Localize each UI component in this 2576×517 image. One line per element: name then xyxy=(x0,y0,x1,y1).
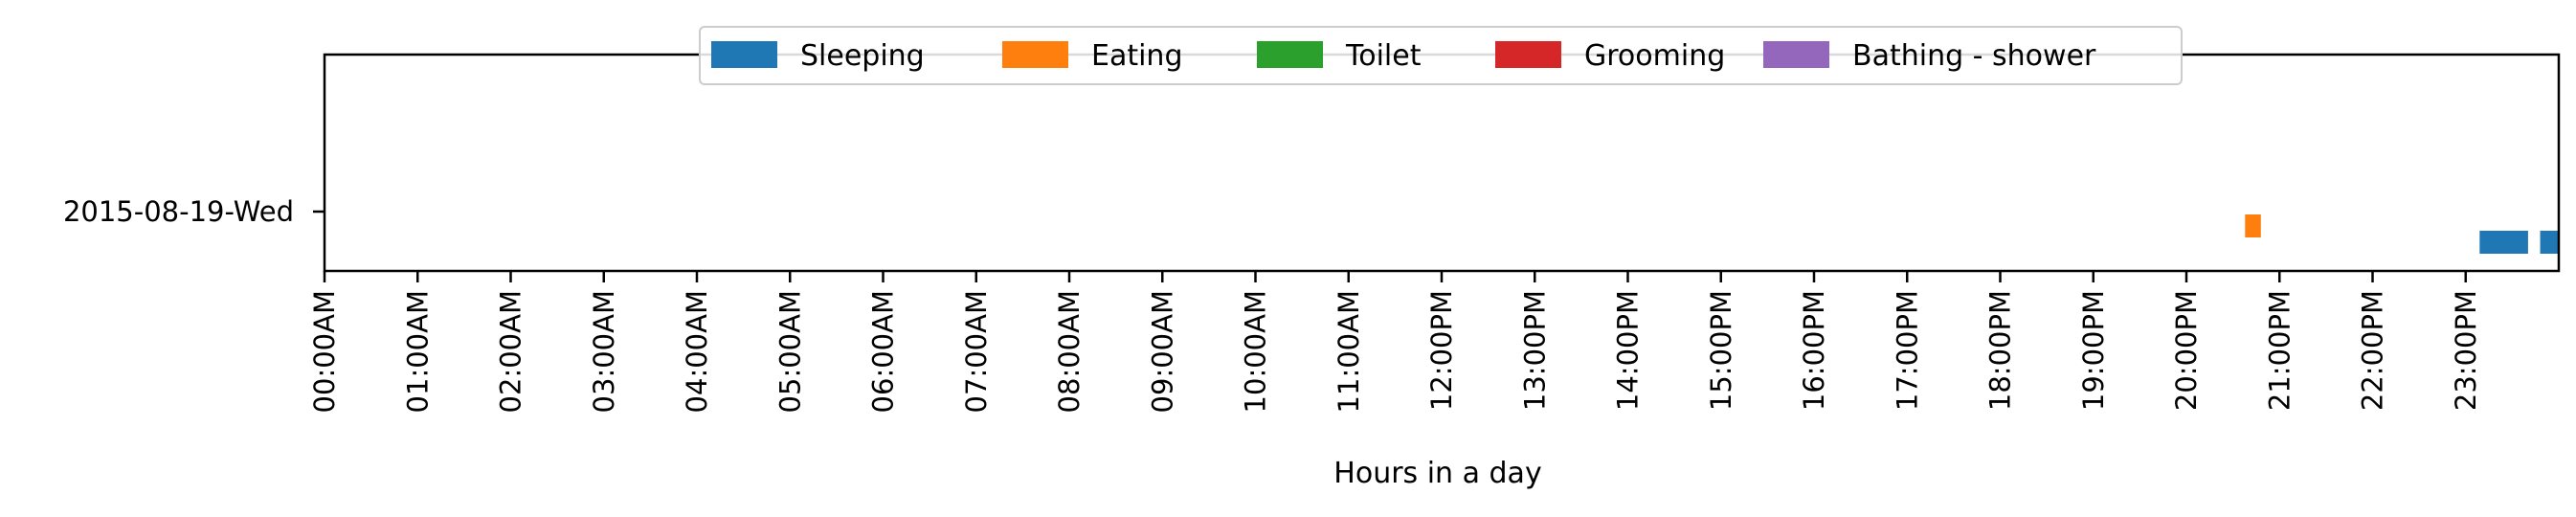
x-tick-label: 00:00AM xyxy=(308,290,341,413)
bar-eating xyxy=(2245,214,2261,237)
x-tick-label: 12:00PM xyxy=(1425,290,1458,411)
legend-label: Sleeping xyxy=(800,39,925,73)
axes: 00:00AM 01:00AM 02:00AM 03:00AM 04:00AM 05:00… xyxy=(63,53,2561,413)
legend-label: Grooming xyxy=(1584,39,1725,73)
legend-swatch xyxy=(711,41,777,68)
x-tick-label: 07:00AM xyxy=(960,290,993,413)
x-tick-label: 17:00PM xyxy=(1891,290,1923,411)
x-tick-label: 05:00AM xyxy=(773,290,806,413)
legend-swatch xyxy=(1257,41,1323,68)
x-tick-label: 11:00AM xyxy=(1333,290,1365,413)
x-tick-label: 09:00AM xyxy=(1146,290,1178,413)
plot-frame xyxy=(323,53,2561,273)
x-tick-label: 16:00PM xyxy=(1798,290,1830,411)
legend-label: Eating xyxy=(1091,39,1183,73)
x-tick-label: 14:00PM xyxy=(1612,290,1645,411)
legend-swatch xyxy=(1002,41,1068,68)
x-tick-label: 10:00AM xyxy=(1240,290,1272,413)
x-tick-label: 20:00PM xyxy=(2170,290,2203,411)
x-tick-label: 22:00PM xyxy=(2357,290,2389,411)
legend-label: Toilet xyxy=(1345,39,1422,73)
x-tick-label: 01:00AM xyxy=(401,290,434,413)
x-tick-label: 21:00PM xyxy=(2263,290,2296,411)
x-tick-label: 19:00PM xyxy=(2077,290,2110,411)
x-tick-label: 08:00AM xyxy=(1053,290,1086,413)
x-tick-label: 18:00PM xyxy=(1984,290,2017,411)
bar-sleeping xyxy=(2479,231,2528,254)
plot-area xyxy=(2245,214,2559,254)
x-axis-label: Hours in a day xyxy=(1333,457,1541,490)
x-tick-label: 23:00PM xyxy=(2450,290,2482,411)
y-tick-label: 2015-08-19-Wed xyxy=(63,195,294,228)
x-tick-label: 04:00AM xyxy=(681,290,713,413)
legend-label: Bathing - shower xyxy=(1852,39,2096,73)
legend: Sleeping Eating Toilet Grooming Bathing - sh… xyxy=(699,26,2183,85)
x-tick-label: 15:00PM xyxy=(1705,290,1737,411)
legend-swatch xyxy=(1495,41,1561,68)
x-tick-label: 02:00AM xyxy=(495,290,527,413)
x-tick-label: 13:00PM xyxy=(1518,290,1551,411)
x-tick-label: 06:00AM xyxy=(867,290,900,413)
x-tick-label: 03:00AM xyxy=(588,290,620,413)
legend-swatch xyxy=(1763,41,1829,68)
bar-sleeping xyxy=(2540,231,2559,254)
